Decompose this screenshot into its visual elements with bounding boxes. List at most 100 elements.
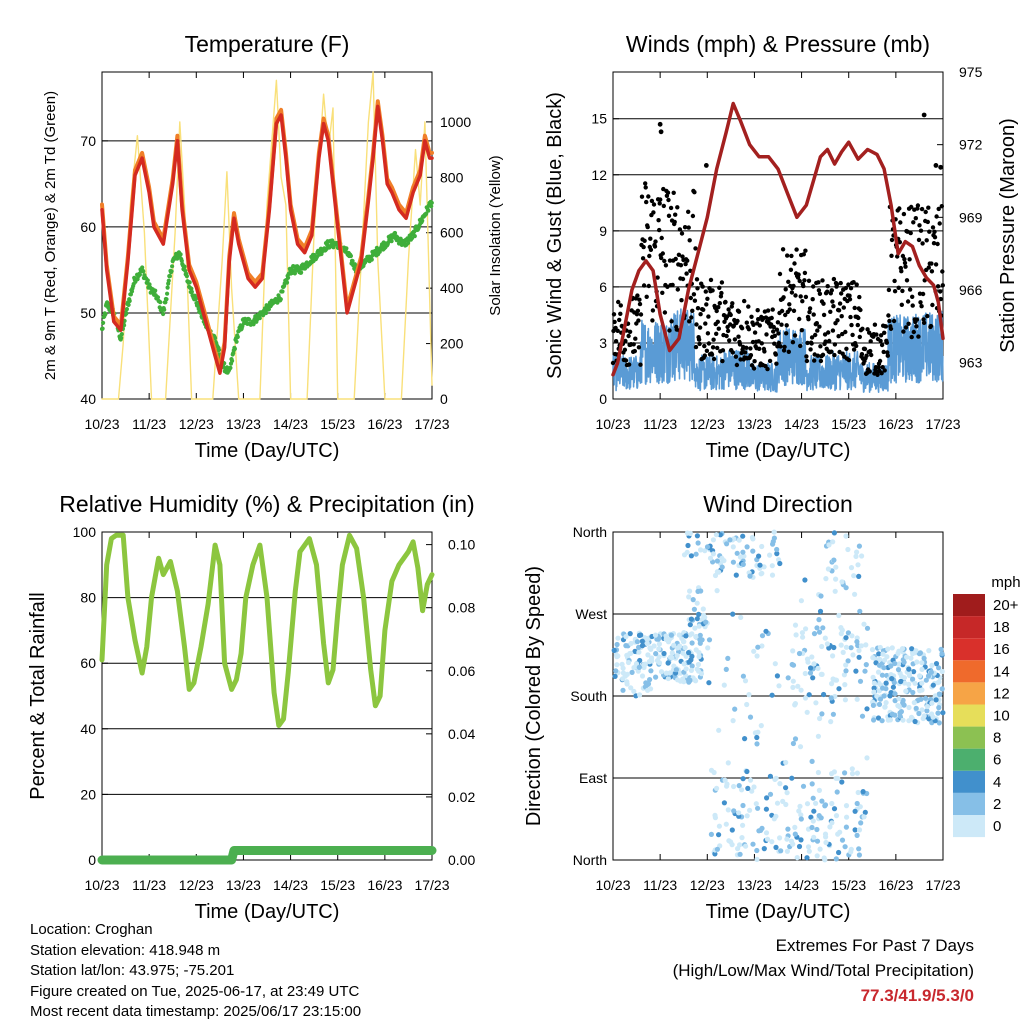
direction-point xyxy=(769,572,776,578)
gust-point xyxy=(808,347,813,352)
gust-point xyxy=(800,299,805,304)
direction-point xyxy=(792,824,798,831)
gust-point xyxy=(744,345,749,350)
direction-point xyxy=(830,653,836,659)
direction-point xyxy=(863,662,869,668)
gust-point xyxy=(804,354,809,359)
direction-point xyxy=(733,572,739,578)
y-tick-label: 12 xyxy=(591,167,607,183)
direction-point xyxy=(859,713,866,719)
direction-point xyxy=(632,648,638,655)
y2-tick-label: 975 xyxy=(959,64,983,80)
y2-axis-title: Station Pressure (Maroon) xyxy=(997,118,1019,353)
gust-point xyxy=(815,353,820,358)
direction-point xyxy=(807,670,814,676)
direction-point xyxy=(911,700,917,706)
dewpoint-point xyxy=(158,300,163,305)
gust-point xyxy=(762,349,767,354)
gust-point xyxy=(697,325,703,330)
gust-point xyxy=(797,316,802,322)
legend-title: mph xyxy=(991,574,1020,591)
gust-point xyxy=(899,302,904,307)
gust-point xyxy=(694,277,700,282)
direction-point xyxy=(895,667,902,673)
y2-tick-label: 0.04 xyxy=(448,726,475,742)
gust-point xyxy=(723,299,728,305)
gust-point xyxy=(798,343,803,349)
gust-point xyxy=(880,365,885,370)
gust-point xyxy=(932,235,938,240)
gust-point xyxy=(799,328,804,333)
x-axis-title: Time (Day/UTC) xyxy=(706,901,851,923)
legend-label: 16 xyxy=(993,641,1010,658)
direction-point xyxy=(853,553,859,560)
direction-point xyxy=(842,682,848,688)
direction-point xyxy=(722,777,728,783)
legend-label: 8 xyxy=(993,730,1001,747)
gust-point xyxy=(733,354,739,359)
y2-tick-label: 969 xyxy=(959,209,983,225)
direction-point xyxy=(864,625,871,631)
gust-point xyxy=(742,298,747,304)
dewpoint-point xyxy=(266,307,271,312)
legend-label: 20+ xyxy=(993,597,1019,614)
legend-swatch xyxy=(953,792,985,815)
gust-point xyxy=(794,247,799,252)
y2-tick-label: 0.10 xyxy=(448,537,475,553)
gust-point xyxy=(899,269,904,274)
gust-point xyxy=(677,227,683,232)
dewpoint-point xyxy=(420,218,425,223)
direction-point xyxy=(739,787,745,793)
direction-point xyxy=(767,791,774,797)
gust-point xyxy=(831,276,837,282)
gust-point xyxy=(739,326,745,331)
dewpoint-point xyxy=(406,240,411,246)
direction-point xyxy=(824,641,831,647)
direction-point xyxy=(773,844,779,851)
direction-point xyxy=(805,659,811,665)
gust-point xyxy=(881,349,886,355)
direction-point xyxy=(830,539,836,545)
direction-point xyxy=(811,661,817,667)
dewpoint-point xyxy=(429,200,434,205)
dewpoint-point xyxy=(189,289,194,294)
y-tick-label: East xyxy=(579,770,607,786)
gust-point xyxy=(838,280,843,286)
direction-point xyxy=(870,674,876,680)
direction-point xyxy=(756,828,762,834)
direction-point xyxy=(923,677,929,683)
gust-point xyxy=(622,347,628,352)
x-tick-label: 15/23 xyxy=(831,877,866,893)
direction-point xyxy=(784,790,790,796)
y-axis-title: 2m & 9m T (Red, Orange) & 2m Td (Green) xyxy=(42,91,59,380)
direction-point xyxy=(815,769,822,776)
gust-point xyxy=(746,327,752,332)
direction-point xyxy=(928,669,935,675)
dewpoint-point xyxy=(424,211,429,216)
gust-point xyxy=(907,287,913,292)
direction-point xyxy=(772,776,778,783)
direction-point xyxy=(744,768,750,775)
direction-point xyxy=(761,846,767,852)
gust-point xyxy=(648,247,654,252)
gust-point xyxy=(657,227,662,233)
gust-point xyxy=(809,341,814,346)
direction-point xyxy=(875,715,882,721)
gust-point xyxy=(811,312,816,317)
direction-point xyxy=(798,816,804,822)
direction-point xyxy=(804,801,811,807)
direction-point xyxy=(656,641,663,647)
gust-point xyxy=(829,349,834,354)
direction-point xyxy=(645,687,651,693)
gust-point xyxy=(689,315,694,320)
direction-point xyxy=(826,645,832,651)
direction-point xyxy=(882,657,888,663)
gust-point xyxy=(764,332,769,337)
direction-point xyxy=(856,573,862,580)
gust-point xyxy=(645,224,650,230)
legend-swatch xyxy=(953,704,985,727)
y-tick-label: 70 xyxy=(80,133,96,149)
legend-swatch xyxy=(953,638,985,661)
direction-point xyxy=(636,644,642,651)
direction-point xyxy=(899,646,906,652)
